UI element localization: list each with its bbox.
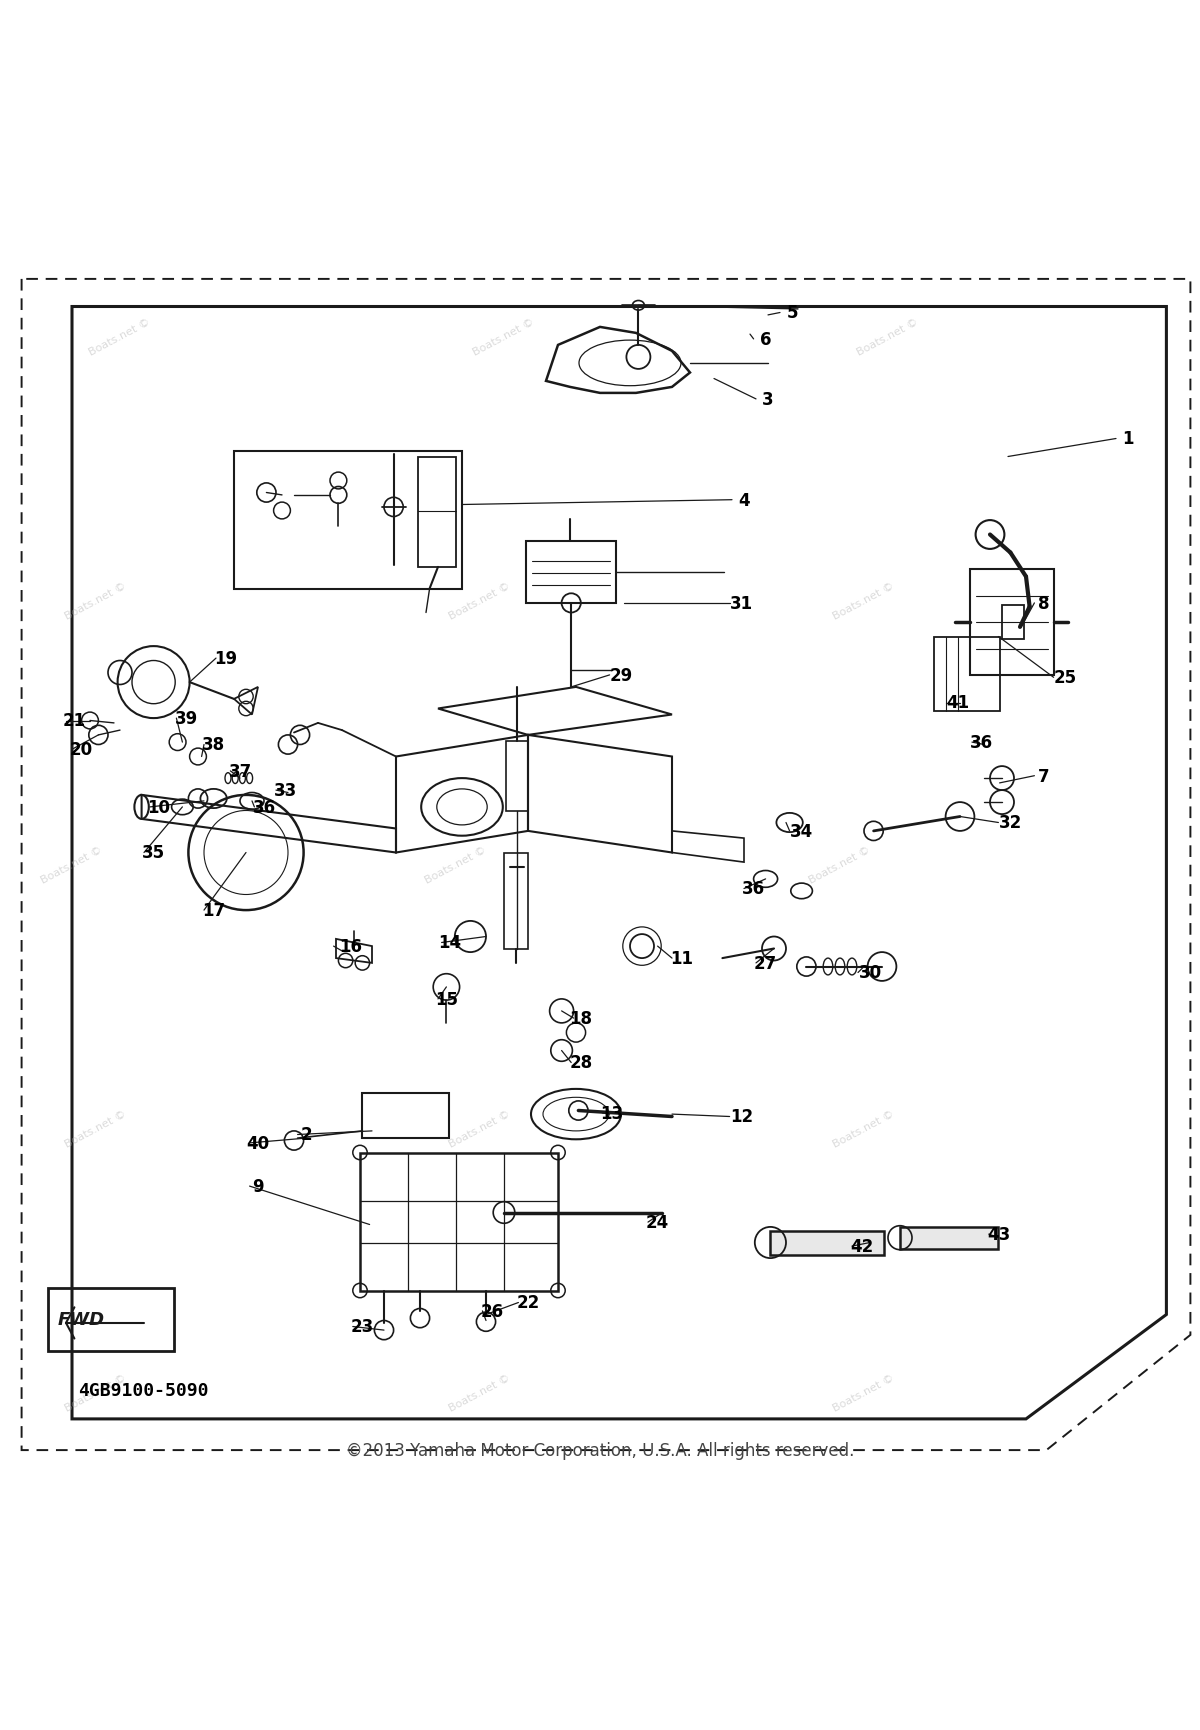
Bar (360, 1152, 558, 1291)
Text: Boats.net ©: Boats.net © (40, 844, 104, 886)
Text: 4: 4 (738, 491, 750, 509)
Text: 18: 18 (569, 1010, 593, 1028)
Text: 20: 20 (70, 740, 94, 759)
Text: 10: 10 (146, 799, 170, 817)
Text: 35: 35 (142, 844, 166, 862)
Text: 3: 3 (762, 391, 774, 408)
Text: 38: 38 (202, 735, 226, 754)
Text: 30: 30 (858, 964, 882, 983)
Bar (934, 637, 1000, 711)
Text: 7: 7 (1038, 768, 1050, 785)
Bar (526, 541, 616, 604)
Text: 32: 32 (998, 815, 1022, 832)
Text: 27: 27 (754, 955, 778, 972)
Text: 28: 28 (569, 1054, 593, 1073)
Text: Boats.net ©: Boats.net © (424, 844, 488, 886)
Text: 43: 43 (986, 1225, 1010, 1244)
Bar (362, 1093, 449, 1138)
Text: Boats.net ©: Boats.net © (64, 1109, 128, 1149)
Text: 29: 29 (610, 666, 634, 685)
Text: 34: 34 (790, 822, 814, 841)
Text: 41: 41 (946, 694, 970, 713)
Text: Boats.net ©: Boats.net © (856, 317, 920, 358)
Text: 36: 36 (742, 881, 766, 898)
Text: Boats.net ©: Boats.net © (64, 1372, 128, 1413)
Text: 11: 11 (670, 950, 694, 967)
Bar (1002, 606, 1024, 640)
Text: 14: 14 (438, 934, 462, 952)
Text: 15: 15 (434, 990, 458, 1009)
Text: Boats.net ©: Boats.net © (808, 844, 872, 886)
Text: 9: 9 (252, 1178, 264, 1195)
Text: 2: 2 (300, 1126, 312, 1144)
Text: 31: 31 (730, 595, 754, 612)
Bar (48, 1289, 174, 1351)
Text: 26: 26 (480, 1303, 504, 1320)
Text: 13: 13 (600, 1104, 624, 1123)
Bar (900, 1227, 998, 1249)
Bar (770, 1230, 884, 1254)
Text: 22: 22 (516, 1294, 540, 1311)
Text: 4GB9100-5090: 4GB9100-5090 (78, 1381, 209, 1400)
Text: 37: 37 (228, 763, 252, 780)
Text: FWD: FWD (58, 1311, 104, 1329)
Text: 23: 23 (350, 1318, 374, 1336)
Text: Boats.net ©: Boats.net © (472, 317, 536, 358)
Text: 33: 33 (274, 782, 298, 799)
Text: 24: 24 (646, 1213, 670, 1232)
Text: 19: 19 (214, 650, 238, 668)
Text: 8: 8 (1038, 595, 1050, 612)
Text: 21: 21 (62, 713, 86, 730)
Text: ©2013 Yamaha Motor Corporation, U.S.A. All rights reserved.: ©2013 Yamaha Motor Corporation, U.S.A. A… (346, 1441, 854, 1460)
Text: 17: 17 (202, 901, 226, 920)
Text: 5: 5 (786, 304, 798, 322)
Bar (506, 742, 528, 811)
Text: 25: 25 (1054, 670, 1078, 687)
Text: 39: 39 (174, 709, 198, 728)
Text: 12: 12 (730, 1107, 754, 1126)
Text: Boats.net ©: Boats.net © (64, 581, 128, 621)
Text: 6: 6 (760, 330, 772, 349)
Text: Boats.net ©: Boats.net © (832, 581, 896, 621)
Bar (970, 569, 1054, 675)
Bar (234, 452, 462, 590)
Text: Boats.net ©: Boats.net © (448, 581, 512, 621)
Text: Boats.net ©: Boats.net © (832, 1109, 896, 1149)
Text: Boats.net ©: Boats.net © (448, 1372, 512, 1413)
Text: 1: 1 (1122, 431, 1134, 448)
Text: Boats.net ©: Boats.net © (832, 1372, 896, 1413)
Text: Boats.net ©: Boats.net © (88, 317, 152, 358)
Text: 42: 42 (850, 1237, 874, 1256)
Text: 16: 16 (338, 938, 362, 955)
Text: Boats.net ©: Boats.net © (448, 1109, 512, 1149)
Text: 36: 36 (970, 734, 994, 751)
Text: 40: 40 (246, 1135, 270, 1152)
Text: 36: 36 (252, 799, 276, 817)
